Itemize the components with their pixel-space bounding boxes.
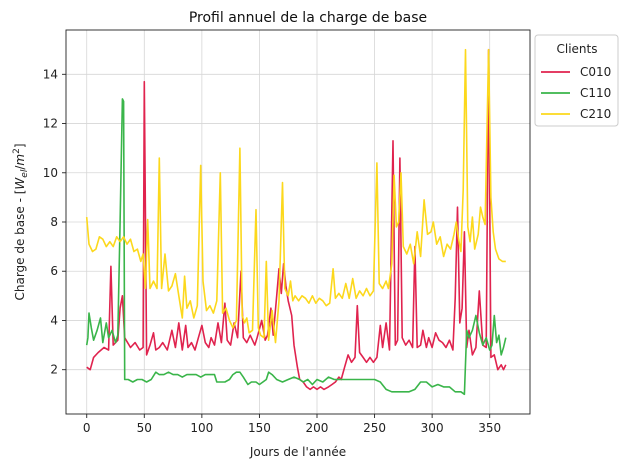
y-tick-label: 6 <box>50 264 58 278</box>
legend-box <box>534 34 619 127</box>
y-axis-label-unit-sub: el <box>20 169 30 178</box>
x-axis: 0 50 100 150 200 250 300 350 <box>83 414 501 435</box>
y-tick-label: 8 <box>50 215 58 229</box>
x-tick-label: 350 <box>478 421 501 435</box>
y-axis-label-unit-den: m <box>13 154 27 166</box>
legend-label-c110: C110 <box>580 86 611 100</box>
y-axis-label-slash: / <box>13 165 27 170</box>
y-tick-label: 12 <box>43 117 58 131</box>
legend-items: C010 C110 C210 <box>541 65 611 121</box>
y-axis-label-prefix: Charge de base - <box>13 194 27 300</box>
series-line-c210 <box>85 48 506 344</box>
x-tick-label: 200 <box>306 421 329 435</box>
x-tick-label: 100 <box>190 421 213 435</box>
series-group <box>85 48 507 396</box>
legend: Clients C010 C110 C210 <box>534 34 619 127</box>
y-axis: 2 4 6 8 10 12 14 <box>43 67 66 377</box>
x-tick-label: 150 <box>248 421 271 435</box>
x-tick-label: 50 <box>137 421 152 435</box>
x-tick-label: 0 <box>83 421 91 435</box>
series-line-c110 <box>85 98 507 396</box>
y-tick-label: 10 <box>43 166 58 180</box>
y-axis-label-bracket-open: [ <box>13 190 27 195</box>
y-tick-label: 14 <box>43 67 58 81</box>
y-axis-label: Charge de base - [Wel/m2] <box>12 143 30 300</box>
legend-title: Clients <box>557 42 598 56</box>
chart-title: Profil annuel de la charge de base <box>189 10 427 26</box>
y-tick-label: 4 <box>50 313 58 327</box>
x-axis-label: Jours de l'année <box>249 445 346 459</box>
y-axis-label-bracket-close: ] <box>13 143 27 148</box>
y-axis-label-unit-base: W <box>13 177 27 190</box>
legend-label-c210: C210 <box>580 107 611 121</box>
y-tick-label: 2 <box>50 363 58 377</box>
x-tick-label: 300 <box>421 421 444 435</box>
y-axis-label-unit-exp: 2 <box>12 148 22 154</box>
x-tick-label: 250 <box>363 421 386 435</box>
legend-label-c010: C010 <box>580 65 611 79</box>
